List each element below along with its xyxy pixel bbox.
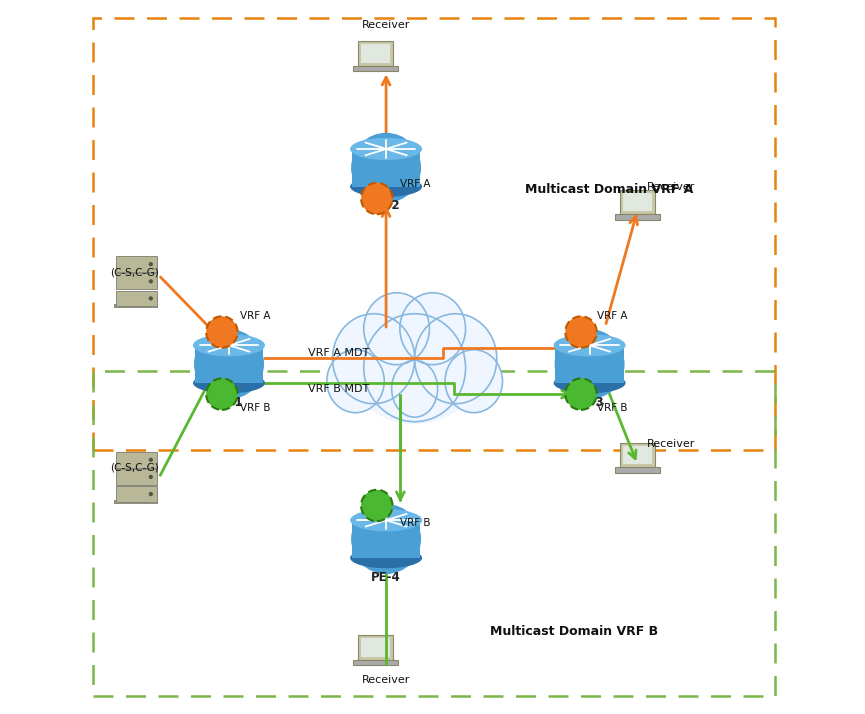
Circle shape — [361, 490, 393, 521]
Ellipse shape — [392, 360, 438, 417]
Text: VRF B: VRF B — [597, 403, 627, 413]
Circle shape — [149, 458, 153, 462]
Circle shape — [361, 183, 393, 214]
FancyBboxPatch shape — [623, 193, 651, 211]
FancyBboxPatch shape — [358, 635, 393, 660]
FancyBboxPatch shape — [358, 41, 393, 66]
Text: PE-3: PE-3 — [574, 396, 605, 409]
Ellipse shape — [414, 313, 497, 403]
Ellipse shape — [350, 509, 422, 531]
Ellipse shape — [445, 350, 503, 413]
FancyBboxPatch shape — [114, 304, 158, 308]
FancyBboxPatch shape — [353, 66, 398, 71]
Ellipse shape — [349, 311, 480, 424]
Circle shape — [195, 330, 263, 398]
Ellipse shape — [327, 350, 384, 413]
Text: VRF B MDT: VRF B MDT — [308, 384, 368, 394]
Ellipse shape — [193, 334, 265, 356]
Text: Receiver: Receiver — [647, 182, 695, 192]
Text: VRF A: VRF A — [597, 311, 627, 321]
Ellipse shape — [350, 138, 422, 160]
Text: Receiver: Receiver — [362, 675, 410, 685]
Text: (C-S,C-G): (C-S,C-G) — [110, 463, 158, 473]
FancyBboxPatch shape — [555, 346, 624, 383]
FancyBboxPatch shape — [116, 291, 157, 306]
Circle shape — [149, 492, 153, 496]
Bar — [93, 371, 775, 696]
FancyBboxPatch shape — [116, 256, 157, 272]
Text: VRF A MDT: VRF A MDT — [308, 348, 368, 358]
Ellipse shape — [554, 373, 625, 393]
FancyBboxPatch shape — [116, 469, 157, 485]
Circle shape — [566, 316, 597, 348]
Text: Multicast Domain VRF A: Multicast Domain VRF A — [525, 183, 694, 196]
FancyBboxPatch shape — [620, 190, 655, 214]
FancyBboxPatch shape — [116, 273, 157, 289]
FancyBboxPatch shape — [620, 443, 655, 467]
Text: Receiver: Receiver — [362, 20, 410, 30]
Ellipse shape — [350, 176, 422, 197]
Circle shape — [149, 279, 153, 283]
FancyBboxPatch shape — [352, 149, 420, 186]
Circle shape — [352, 134, 420, 202]
Text: PE-2: PE-2 — [371, 199, 400, 213]
FancyBboxPatch shape — [114, 500, 158, 504]
Circle shape — [206, 316, 238, 348]
FancyBboxPatch shape — [116, 452, 157, 468]
Ellipse shape — [364, 293, 429, 365]
Text: VRF B: VRF B — [240, 403, 270, 413]
Circle shape — [555, 330, 624, 398]
Bar — [93, 18, 775, 450]
Ellipse shape — [350, 548, 422, 568]
Text: VRF A: VRF A — [240, 311, 270, 321]
Circle shape — [149, 296, 153, 301]
Text: (C-S,C-G): (C-S,C-G) — [110, 268, 158, 278]
FancyBboxPatch shape — [361, 44, 389, 63]
Ellipse shape — [400, 293, 465, 365]
FancyBboxPatch shape — [353, 660, 398, 665]
Text: VRF A: VRF A — [400, 179, 431, 189]
Text: PE-1: PE-1 — [215, 396, 244, 409]
FancyBboxPatch shape — [361, 638, 389, 657]
FancyBboxPatch shape — [195, 346, 263, 383]
Circle shape — [352, 505, 420, 573]
Circle shape — [566, 378, 597, 410]
Ellipse shape — [332, 313, 414, 403]
FancyBboxPatch shape — [615, 467, 659, 473]
FancyBboxPatch shape — [623, 446, 651, 464]
Text: PE-4: PE-4 — [371, 570, 401, 584]
Text: Multicast Domain VRF B: Multicast Domain VRF B — [490, 625, 657, 638]
FancyBboxPatch shape — [352, 521, 420, 558]
Ellipse shape — [364, 313, 465, 422]
Ellipse shape — [193, 373, 265, 393]
FancyBboxPatch shape — [615, 214, 659, 220]
Circle shape — [206, 378, 238, 410]
Ellipse shape — [554, 334, 625, 356]
Circle shape — [149, 475, 153, 479]
FancyBboxPatch shape — [116, 486, 157, 502]
Text: VRF B: VRF B — [400, 518, 431, 528]
Text: Receiver: Receiver — [647, 439, 695, 449]
Circle shape — [149, 262, 153, 266]
